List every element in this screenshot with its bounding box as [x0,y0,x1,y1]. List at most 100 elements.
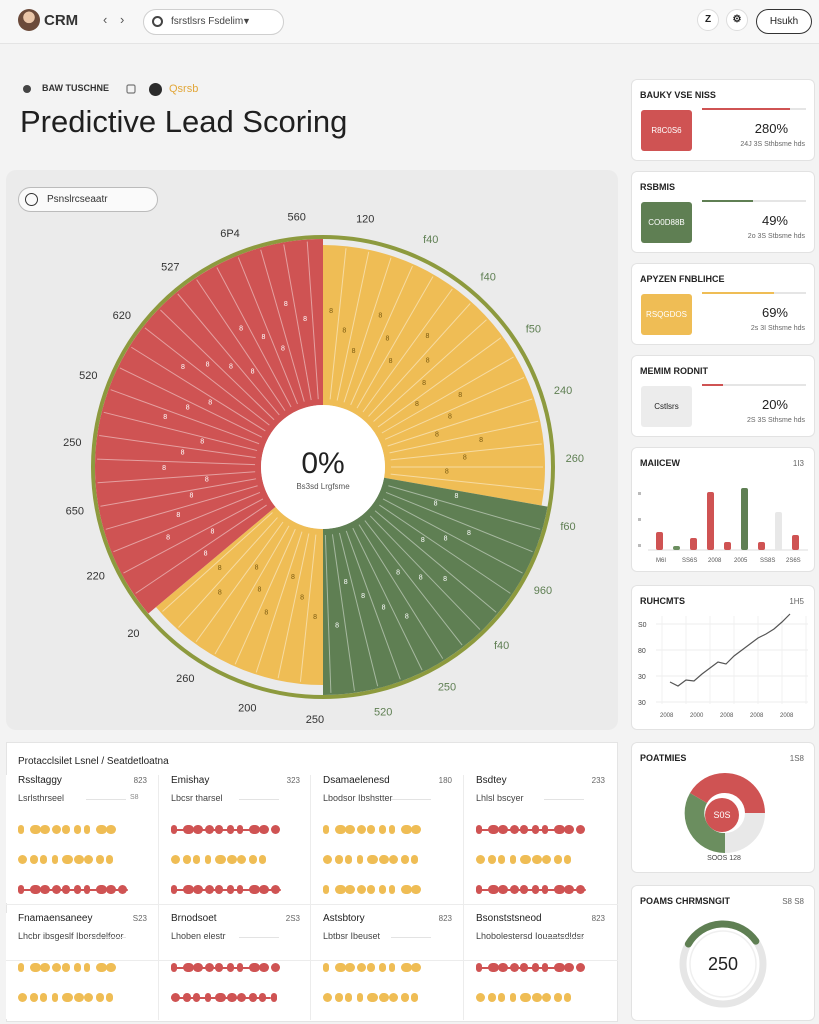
bead [389,855,398,864]
donut-caption: SOOS 128 [707,855,741,862]
wheel-outer-label: f40 [481,272,496,284]
settings-button[interactable]: ⚙ [726,9,748,31]
back-icon[interactable]: ‹ [103,12,108,27]
bead [379,885,386,894]
stat-card[interactable]: MEMIM RODNIT Cstlsrs 20% 2S 3S Sthsme hds [631,355,815,437]
wheel-outer-label: 240 [554,385,572,397]
stat-card[interactable]: APYZEN FNBLIHCE RSQGDOS 69% 2s 3I Sthsme hd… [631,263,815,345]
top-bar: CRM ‹ › fsrstlsrs Fsdelim ▼ Z ⚙ Hsukh [0,0,819,44]
wheel-segment-green [323,477,548,695]
lead-table-block[interactable]: Dsamaelenesd 180 Lbodsor Ibshstter [311,775,462,903]
block-sub-line [86,799,126,800]
block-header: Fnamaensaneey [18,913,93,924]
wheel-cell-mark: 8 [162,465,166,472]
stat-card[interactable]: RSBMIS CO0D88B 49% 2o 3S Stbsme hds [631,171,815,253]
bead [40,963,50,972]
bead [96,825,107,834]
stat-percent: 69% [761,305,788,320]
lead-table-block[interactable]: Emishay 323 Lbcsr tharsel [159,775,310,903]
breadcrumb[interactable]: BAW TUSCHNE [42,83,109,93]
bead-line [171,889,281,891]
bead [335,963,346,972]
wheel-spoke [381,356,514,434]
wheel-cell-mark: 8 [229,363,233,370]
bead [171,855,180,864]
bead [259,963,269,972]
bead [510,993,516,1002]
notification-button[interactable]: Z [697,9,719,31]
lead-table-block[interactable]: Rssltaggy 823 Lsrlsthrseel S8 [6,775,157,903]
lead-table-block[interactable]: Bsdtey 233 Lhlsl bscyer [464,775,615,903]
wheel-cell-mark: 8 [291,574,295,581]
bead [476,993,485,1002]
line-x-label: 2000 [690,713,704,719]
wheel-cell-mark: 8 [463,455,467,462]
wheel-spoke [390,473,542,491]
bead [323,825,329,834]
line-x-label: 2008 [750,713,764,719]
search-icon [152,16,163,27]
wheel-spoke [216,267,292,408]
wheel-spoke [110,389,260,445]
stat-card[interactable]: BAUKY VSE NISS R8C0S6 280% 24J 3S Sthbsme h… [631,79,815,161]
line-x-label: 2008 [780,713,794,719]
bead [411,855,418,864]
bar-y-tick [638,518,641,521]
wheel-cell-mark: 8 [329,308,333,315]
bead [411,825,421,834]
action-button[interactable]: Hsukh [756,9,812,34]
score-bead-row [323,825,443,834]
wheel-spoke [379,504,511,594]
forward-icon[interactable]: › [120,12,125,27]
chart-filter-dropdown[interactable]: Psnslrcseaatr [18,187,158,212]
wheel-spoke [338,532,379,687]
block-subheader: Lbtbsr Ibeuset [323,931,381,941]
filter-label: Psnslrcseaatr [47,194,108,205]
bead [476,855,485,864]
wheel-outer-label: 260 [176,673,194,685]
wheel-spoke [105,485,258,530]
lead-table-block[interactable]: Astsbtory 823 Lbtbsr Ibeuset [311,913,462,1019]
block-sub-line [391,937,431,938]
wheel-cell-mark: 8 [405,613,409,620]
wheel-outer-label: 6P4 [220,228,240,240]
wheel-cell-mark: 8 [204,550,208,557]
copy-icon[interactable] [126,84,136,94]
wheel-cell-mark: 8 [284,301,288,308]
bead [401,885,412,894]
wheel-cell-mark: 8 [264,610,268,617]
wheel-segment-yellow [156,506,323,685]
bead [335,825,346,834]
line-card-number: 1H5 [789,597,804,606]
line-x-label: 2008 [660,713,674,719]
stat-card-title: MEMIM RODNIT [640,366,708,376]
gauge-value: 250 [708,954,738,974]
lead-table-block[interactable]: Bsonststsneod 823 Lhobolestersd Iouaatsdld… [464,913,615,1019]
wheel-outer-label: 250 [306,714,324,726]
bar-mark [707,492,714,550]
bead [357,963,366,972]
bead [74,825,81,834]
block-subheader: Lsrlsthrseel [18,793,65,803]
search-input[interactable]: fsrstlsrs Fsdelim ▼ [143,9,284,35]
score-bead-row [476,993,596,1002]
wheel-cell-mark: 8 [458,392,462,399]
wheel-cell-mark: 8 [335,622,339,629]
bar-mark [656,532,663,550]
bead [74,855,84,864]
lead-table-block[interactable]: Brnodsoet 2S3 Lhoben elestr [159,913,310,1019]
score-bead-row [171,885,291,894]
block-count: 180 [438,776,452,785]
lead-table-block[interactable]: Fnamaensaneey S23 Lhcbr ibsgeslf Iborsdelf… [6,913,157,1019]
wheel-spoke [113,492,261,553]
wheel-spoke [177,293,280,416]
wheel-cell-mark: 8 [218,589,222,596]
status-badge: Qsrsb [169,83,199,95]
block-subheader: Lbcsr tharsel [171,793,223,803]
line-card: RUHCMTS 1H5 S0 80 30 30 2008 2000 2008 2008 2008 [631,585,815,730]
bead [40,855,47,864]
stat-progress-bar [702,200,806,202]
bar-x-label: SS8S [760,558,775,564]
gauge-inner-ring [689,930,757,998]
avatar[interactable] [18,9,40,31]
